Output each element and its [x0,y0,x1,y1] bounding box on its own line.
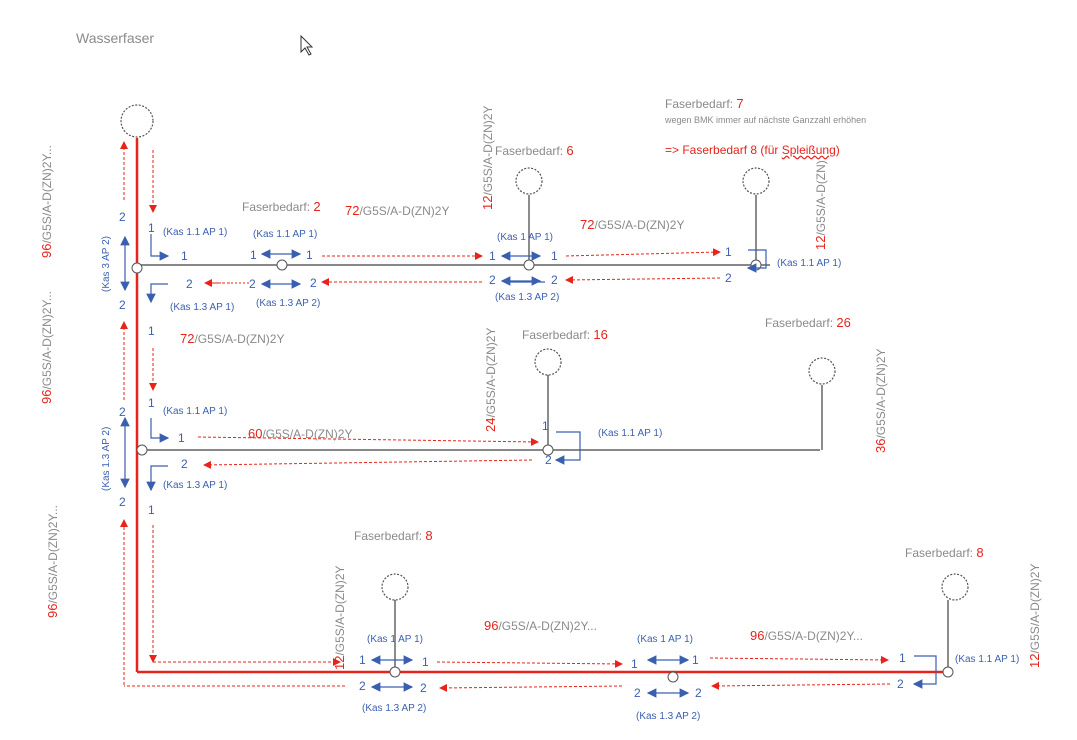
port-number: 2 [186,277,193,291]
result-text: => Faserbedarf 8 (für Spleißung) [665,143,840,157]
port-number: 2 [420,681,427,695]
cable-label-vertical: 12/G5S/A-D(ZN)2Y [480,105,495,210]
cable-label-vertical: 24/G5S/A-D(ZN)2Y [483,327,498,432]
mouse-cursor-icon [300,34,314,56]
port-number: 2 [359,679,366,693]
demand-label: Faserbedarf: 8 [905,545,984,560]
port-number: 1 [551,249,558,263]
port-number: 1 [422,655,429,669]
kas-label: (Kas 1.3 AP 2) [495,292,560,303]
port-number: 1 [725,245,732,259]
port-number: 2 [551,273,558,287]
kas-label: (Kas 1.1 AP 1) [163,406,228,417]
splice-points [131,259,954,683]
demand-label: Faserbedarf: 2 [242,199,321,214]
port-number: 2 [489,273,496,287]
flow-arrows [120,141,891,692]
page-title: Wasserfaser [76,30,155,46]
cable-label: 96/G5S/A-D(ZN)2Y... [750,628,863,643]
port-number: 2 [181,457,188,471]
cable-label-vertical: 36/G5S/A-D(ZN)2Y [873,348,888,453]
kas-label: (Kas 1 AP 1) [367,634,423,645]
cable-label: 72/G5S/A-D(ZN)2Y [180,331,285,346]
kas-label: (Kas 1 AP 1) [497,232,553,243]
main-trunk [135,138,948,674]
cable-label-vertical: 96/G5S/A-D(ZN)2Y... [39,291,54,404]
port-number: 1 [181,249,188,263]
cable-label: 96/G5S/A-D(ZN)2Y... [484,618,597,633]
port-number: 2 [249,277,256,291]
cable-label-vertical: 96/G5S/A-D(ZN)2Y... [45,505,60,618]
note-text: wegen BMK immer auf nächste Ganzzahl erh… [665,115,867,125]
port-number: 2 [897,677,904,691]
root-node [120,104,154,138]
port-number: 1 [359,653,366,667]
kas-label: (Kas 1.1 AP 1) [955,654,1020,665]
port-number: 1 [489,249,496,263]
port-number: 1 [148,396,155,410]
port-number: 1 [631,657,638,671]
port-number: 2 [119,210,126,224]
demand-label: Faserbedarf: 6 [495,143,574,158]
kas-label: (Kas 1.1 AP 1) [598,428,663,439]
port-number: 1 [692,653,699,667]
kas-label-vertical: (Kas 3 AP 2) [101,236,112,292]
port-number: 1 [306,248,313,262]
cable-label-vertical: 96/G5S/A-D(ZN)2Y... [39,145,54,258]
kas-label: (Kas 1.3 AP 1) [170,302,235,313]
demand-label: Faserbedarf: 7 [665,96,744,111]
port-number: 1 [899,651,906,665]
port-number: 2 [695,686,702,700]
kas-label: (Kas 1.1 AP 1) [777,258,842,269]
demand-label: Faserbedarf: 8 [354,528,433,543]
port-number: 2 [119,405,126,419]
port-number: 1 [178,431,185,445]
demand-label: Faserbedarf: 16 [522,327,608,342]
port-number: 1 [148,221,155,235]
port-number: 2 [634,686,641,700]
cable-label: 72/G5S/A-D(ZN)2Y [580,217,685,232]
port-number: 1 [148,324,155,338]
leaf-nodes [381,167,969,601]
kas-label: (Kas 1.3 AP 2) [256,298,321,309]
port-number: 1 [148,503,155,517]
cable-label: 72/G5S/A-D(ZN)2Y [345,203,450,218]
kas-label-vertical: (Kas 1.3 AP 2) [101,426,112,491]
port-number: 1 [250,248,257,262]
kas-label: (Kas 1.3 AP 2) [362,703,427,714]
port-number: 2 [545,453,552,467]
port-number: 2 [310,276,317,290]
kas-label: (Kas 1.3 AP 2) [636,711,701,722]
kas-label: (Kas 1.3 AP 1) [163,480,228,491]
cable-label-vertical: 12/G5S/A-D(ZN) [813,160,828,250]
cable-label-vertical: 12/G5S/A-D(ZN)2Y [332,565,347,670]
kas-label: (Kas 1.1 AP 1) [163,227,228,238]
port-number: 1 [542,419,549,433]
kas-label: (Kas 1.1 AP 1) [253,229,318,240]
demand-label: Faserbedarf: 26 [765,315,851,330]
cable-label-vertical: 12/G5S/A-D(ZN)2Y [1027,563,1042,668]
port-number: 2 [119,298,126,312]
cable-label: 60/G5S/A-D(ZN)2Y [248,426,353,441]
kas-label: (Kas 1 AP 1) [637,634,693,645]
port-arrows [120,234,937,698]
port-number: 2 [119,495,126,509]
port-number: 2 [725,271,732,285]
